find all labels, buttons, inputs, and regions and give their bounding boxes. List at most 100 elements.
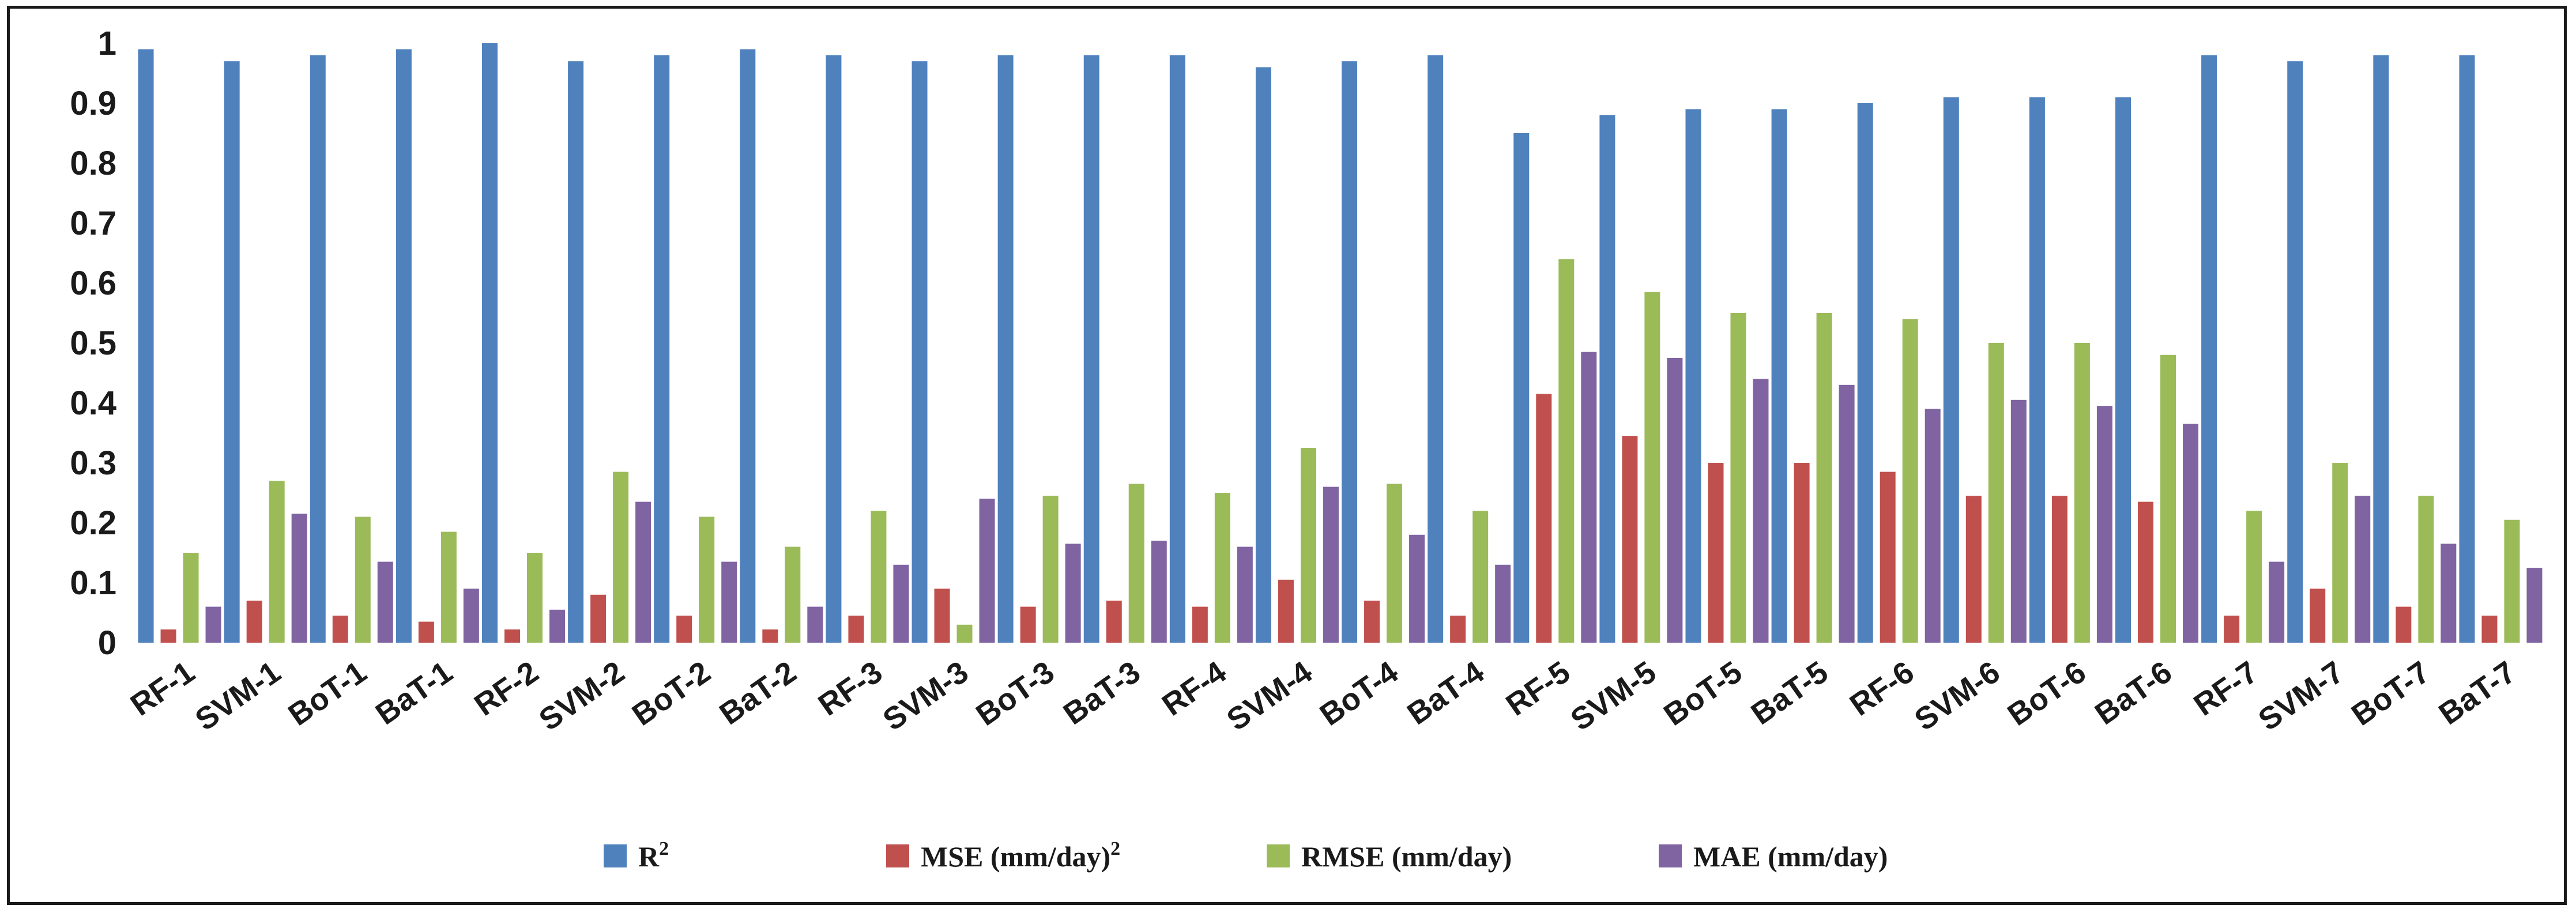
bar-r-bat-3: BaT-3 R²: 0.98 (1083, 55, 1099, 643)
x-tick-label: BoT-4 (1314, 655, 1404, 733)
bar-rmse-rf-7: RF-7 RMSE (mm/day): 0.22 (2246, 511, 2262, 643)
x-tick-label: RF-7 (2187, 655, 2264, 723)
bar-mse-svm-1: SVM-1 MSE (mm/day)²: 0.07 (246, 601, 262, 643)
bar-r-bat-7: BaT-7 R²: 0.98 (2459, 55, 2475, 643)
bar-mae-bat-3: BaT-3 MAE (mm/day): 0.17 (1151, 541, 1167, 643)
bar-mae-svm-3: SVM-3 MAE (mm/day): 0.24 (979, 499, 995, 643)
bar-mse-rf-5: RF-5 MSE (mm/day)²: 0.415 (1536, 394, 1552, 643)
bar-mse-svm-7: SVM-7 MSE (mm/day)²: 0.09 (2310, 588, 2326, 643)
bar-mse-rf-7: RF-7 MSE (mm/day)²: 0.045 (2224, 616, 2240, 643)
bar-mse-bat-1: BaT-1 MSE (mm/day)²: 0.035 (418, 621, 434, 643)
x-tick-label: BoT-5 (1658, 655, 1748, 733)
bars: RF-1 R²: 0.99 SVM-1 R²: 0.97 BoT-1 R²: 0.9… (138, 43, 2543, 643)
bar-mae-rf-6: RF-6 MAE (mm/day): 0.39 (1925, 409, 1941, 643)
x-tick-label: BaT-6 (2089, 655, 2178, 732)
bar-rmse-bat-4: BaT-4 RMSE (mm/day): 0.22 (1472, 511, 1489, 643)
bar-mae-rf-1: RF-1 MAE (mm/day): 0.06 (205, 606, 221, 643)
bar-r-rf-6: RF-6 R²: 0.9 (1857, 103, 1873, 643)
x-tick-label: RF-1 (125, 655, 201, 723)
x-tick-label: BoT-2 (626, 655, 717, 733)
x-tick-label: BoT-1 (282, 655, 372, 733)
bar-rmse-bot-2: BoT-2 RMSE (mm/day): 0.21 (699, 516, 715, 643)
bar-rmse-rf-1: RF-1 RMSE (mm/day): 0.15 (183, 553, 199, 643)
bar-mse-bot-7: BoT-7 MSE (mm/day)²: 0.06 (2396, 606, 2412, 643)
bar-rmse-bat-6: BaT-6 RMSE (mm/day): 0.48 (2160, 354, 2176, 643)
bar-rmse-svm-4: SVM-4 RMSE (mm/day): 0.325 (1300, 448, 1316, 643)
legend-label: MAE (mm/day) (1693, 840, 1888, 873)
bar-mae-bat-5: BaT-5 MAE (mm/day): 0.43 (1839, 384, 1855, 643)
bar-r-bot-1: BoT-1 R²: 0.98 (310, 55, 326, 643)
bar-rmse-bat-7: BaT-7 RMSE (mm/day): 0.205 (2504, 519, 2520, 643)
x-tick-label: BoT-6 (2001, 655, 2092, 733)
x-tick-label: SVM-5 (1565, 655, 1663, 738)
bar-mse-svm-2: SVM-2 MSE (mm/day)²: 0.08 (590, 594, 607, 643)
bar-mse-bot-1: BoT-1 MSE (mm/day)²: 0.045 (332, 616, 348, 643)
bar-mse-bat-4: BaT-4 MSE (mm/day)²: 0.045 (1450, 616, 1466, 643)
x-tick-label: SVM-7 (2253, 655, 2351, 738)
bar-rmse-svm-3: SVM-3 RMSE (mm/day): 0.03 (956, 624, 973, 643)
bar-rmse-rf-6: RF-6 RMSE (mm/day): 0.54 (1902, 319, 1918, 643)
bar-r-bot-6: BoT-6 R²: 0.91 (2029, 97, 2045, 643)
bar-mae-bat-1: BaT-1 MAE (mm/day): 0.09 (463, 588, 479, 643)
bar-rmse-bot-3: BoT-3 RMSE (mm/day): 0.245 (1042, 496, 1059, 643)
bar-rmse-svm-1: SVM-1 RMSE (mm/day): 0.27 (269, 481, 285, 643)
bar-r-rf-2: RF-2 R²: 1 (481, 43, 498, 643)
bar-rmse-rf-5: RF-5 RMSE (mm/day): 0.64 (1558, 259, 1575, 643)
bar-r-bot-3: BoT-3 R²: 0.98 (997, 55, 1014, 643)
bar-r-svm-1: SVM-1 R²: 0.97 (224, 61, 240, 643)
bar-mae-bot-1: BoT-1 MAE (mm/day): 0.135 (377, 561, 393, 643)
bar-r-svm-5: SVM-5 R²: 0.88 (1599, 115, 1615, 643)
y-tick-label: 1 (98, 25, 116, 62)
bar-rmse-rf-2: RF-2 RMSE (mm/day): 0.15 (526, 553, 543, 643)
y-tick-label: 0.4 (70, 384, 116, 422)
bar-rmse-svm-6: SVM-6 RMSE (mm/day): 0.5 (1988, 343, 2004, 643)
bar-mae-svm-2: SVM-2 MAE (mm/day): 0.235 (635, 501, 651, 643)
bar-r-bot-7: BoT-7 R²: 0.98 (2373, 55, 2389, 643)
bar-mae-bat-4: BaT-4 MAE (mm/day): 0.13 (1495, 564, 1511, 643)
x-tick-label: BaT-3 (1057, 655, 1147, 732)
legend-swatch (1659, 844, 1682, 867)
bar-mse-svm-3: SVM-3 MSE (mm/day)²: 0.09 (934, 588, 950, 643)
y-tick-label: 0.3 (70, 444, 116, 482)
bar-rmse-rf-3: RF-3 RMSE (mm/day): 0.22 (871, 511, 887, 643)
x-tick-label: RF-4 (1156, 655, 1233, 723)
bar-mse-bot-5: BoT-5 MSE (mm/day)²: 0.3 (1708, 463, 1724, 643)
bar-rmse-bat-2: BaT-2 RMSE (mm/day): 0.16 (785, 546, 801, 643)
bar-mse-rf-2: RF-2 MSE (mm/day)²: 0.022 (504, 629, 520, 643)
bar-mae-rf-2: RF-2 MAE (mm/day): 0.055 (549, 609, 565, 643)
x-tick-label: RF-3 (812, 655, 889, 723)
bar-mse-bot-4: BoT-4 MSE (mm/day)²: 0.07 (1364, 601, 1380, 643)
legend-label: MSE (mm/day)2 (921, 838, 1120, 873)
bar-r-rf-5: RF-5 R²: 0.85 (1513, 133, 1530, 643)
bar-r-bat-5: BaT-5 R²: 0.89 (1771, 109, 1787, 643)
bar-mae-bat-7: BaT-7 MAE (mm/day): 0.125 (2526, 568, 2543, 643)
x-tick-label: RF-5 (1500, 655, 1576, 723)
bar-r-bat-4: BaT-4 R²: 0.98 (1428, 55, 1444, 643)
bar-mse-bat-6: BaT-6 MSE (mm/day)²: 0.235 (2138, 501, 2154, 643)
x-tick-label: SVM-4 (1221, 655, 1319, 738)
x-tick-label: RF-2 (468, 655, 545, 723)
x-tick-label: SVM-3 (877, 655, 975, 738)
bar-rmse-bot-6: BoT-6 RMSE (mm/day): 0.5 (2074, 343, 2090, 643)
legend: R2 MSE (mm/day)2 RMSE (mm/day) MAE (mm/day) (604, 838, 1888, 873)
bar-mae-bot-7: BoT-7 MAE (mm/day): 0.165 (2441, 544, 2457, 643)
bar-mse-bot-2: BoT-2 MSE (mm/day)²: 0.045 (676, 616, 692, 643)
bar-mae-bot-5: BoT-5 MAE (mm/day): 0.44 (1753, 379, 1769, 643)
bar-mae-bat-2: BaT-2 MAE (mm/day): 0.06 (807, 606, 823, 643)
x-tick-label: BoT-3 (970, 655, 1060, 733)
bar-r-bat-1: BaT-1 R²: 0.99 (396, 49, 412, 643)
bar-mae-rf-5: RF-5 MAE (mm/day): 0.485 (1581, 352, 1597, 643)
x-tick-label: SVM-1 (189, 655, 287, 738)
bar-mse-svm-6: SVM-6 MSE (mm/day)²: 0.245 (1965, 496, 1982, 643)
y-tick-label: 0.5 (70, 325, 116, 362)
y-tick-label: 0.8 (70, 145, 116, 182)
bar-mae-rf-4: RF-4 MAE (mm/day): 0.16 (1237, 546, 1253, 643)
bar-rmse-bot-5: BoT-5 RMSE (mm/day): 0.55 (1730, 313, 1746, 643)
bar-r-rf-1: RF-1 R²: 0.99 (138, 49, 154, 643)
bar-mse-bot-3: BoT-3 MSE (mm/day)²: 0.06 (1020, 606, 1036, 643)
bar-rmse-bot-7: BoT-7 RMSE (mm/day): 0.245 (2418, 496, 2434, 643)
bar-mae-bot-6: BoT-6 MAE (mm/day): 0.395 (2096, 406, 2112, 643)
bar-mse-rf-4: RF-4 MSE (mm/day)²: 0.06 (1192, 606, 1208, 643)
y-tick-label: 0.2 (70, 504, 116, 542)
